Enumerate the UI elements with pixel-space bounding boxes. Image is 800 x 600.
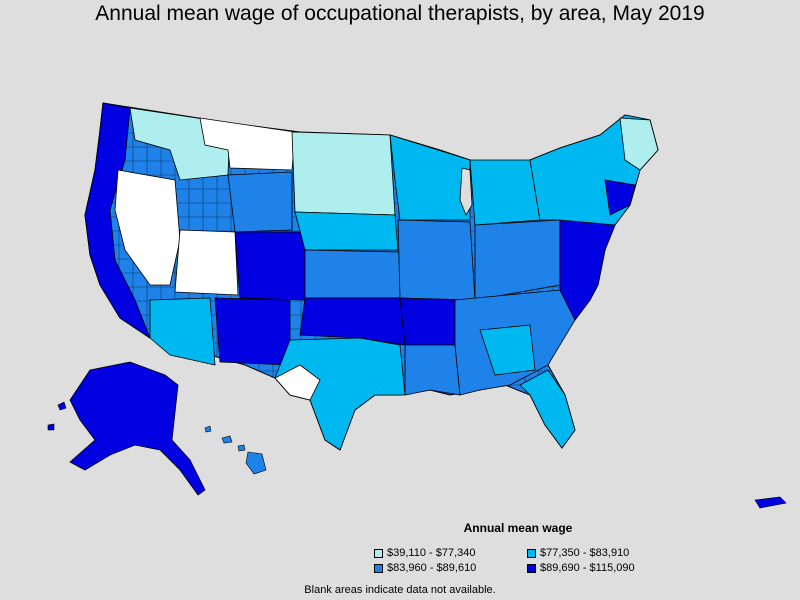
legend-swatch-1 xyxy=(374,548,383,558)
region-upper-midwest xyxy=(389,134,471,221)
hawaii xyxy=(204,425,267,475)
region-arkansas xyxy=(399,297,456,346)
region-oklahoma xyxy=(299,297,406,346)
legend-item-3: $83,960 - $89,610 xyxy=(374,562,476,574)
region-florida xyxy=(519,369,576,449)
region-colorado xyxy=(234,231,306,301)
region-great-basin-nodata xyxy=(114,169,181,286)
data-availability-note: Blank areas indicate data not available. xyxy=(304,584,496,596)
legend-item-4: $89,690 - $115,090 xyxy=(527,562,635,574)
legend-swatch-2 xyxy=(527,548,536,558)
region-maine xyxy=(619,117,659,171)
puerto-rico xyxy=(754,496,787,509)
alaska-islands xyxy=(47,401,67,431)
region-louisiana xyxy=(404,344,461,396)
region-new-mexico xyxy=(214,297,291,366)
region-nebraska xyxy=(294,211,399,251)
region-texas-west xyxy=(274,364,321,401)
region-new-england-south xyxy=(604,179,636,216)
region-utah-nodata xyxy=(174,229,239,296)
legend-label-3: $83,960 - $89,610 xyxy=(387,562,477,574)
legend-item-2: $77,350 - $83,910 xyxy=(527,547,629,559)
legend-swatch-3 xyxy=(374,563,383,573)
legend-item-1: $39,110 - $77,340 xyxy=(374,547,475,559)
region-southeast-light xyxy=(479,324,536,376)
legend-swatch-4 xyxy=(527,563,536,573)
map-title: Annual mean wage of occupational therapi… xyxy=(95,2,705,25)
legend-label-1: $39,110 - $77,340 xyxy=(387,547,476,559)
region-pacific-coast xyxy=(84,102,151,340)
region-wyoming xyxy=(227,171,293,233)
region-dakotas xyxy=(291,131,396,216)
legend-label-4: $89,690 - $115,090 xyxy=(540,562,635,574)
region-kansas xyxy=(304,249,401,299)
region-iowa-missouri xyxy=(397,219,476,301)
region-arizona xyxy=(149,297,216,366)
alaska xyxy=(69,361,206,496)
legend-title: Annual mean wage xyxy=(463,521,573,535)
region-great-lakes xyxy=(469,159,541,226)
legend-label-2: $77,350 - $83,910 xyxy=(540,547,630,559)
region-mid-atlantic xyxy=(559,219,616,321)
lake-michigan xyxy=(459,167,473,216)
